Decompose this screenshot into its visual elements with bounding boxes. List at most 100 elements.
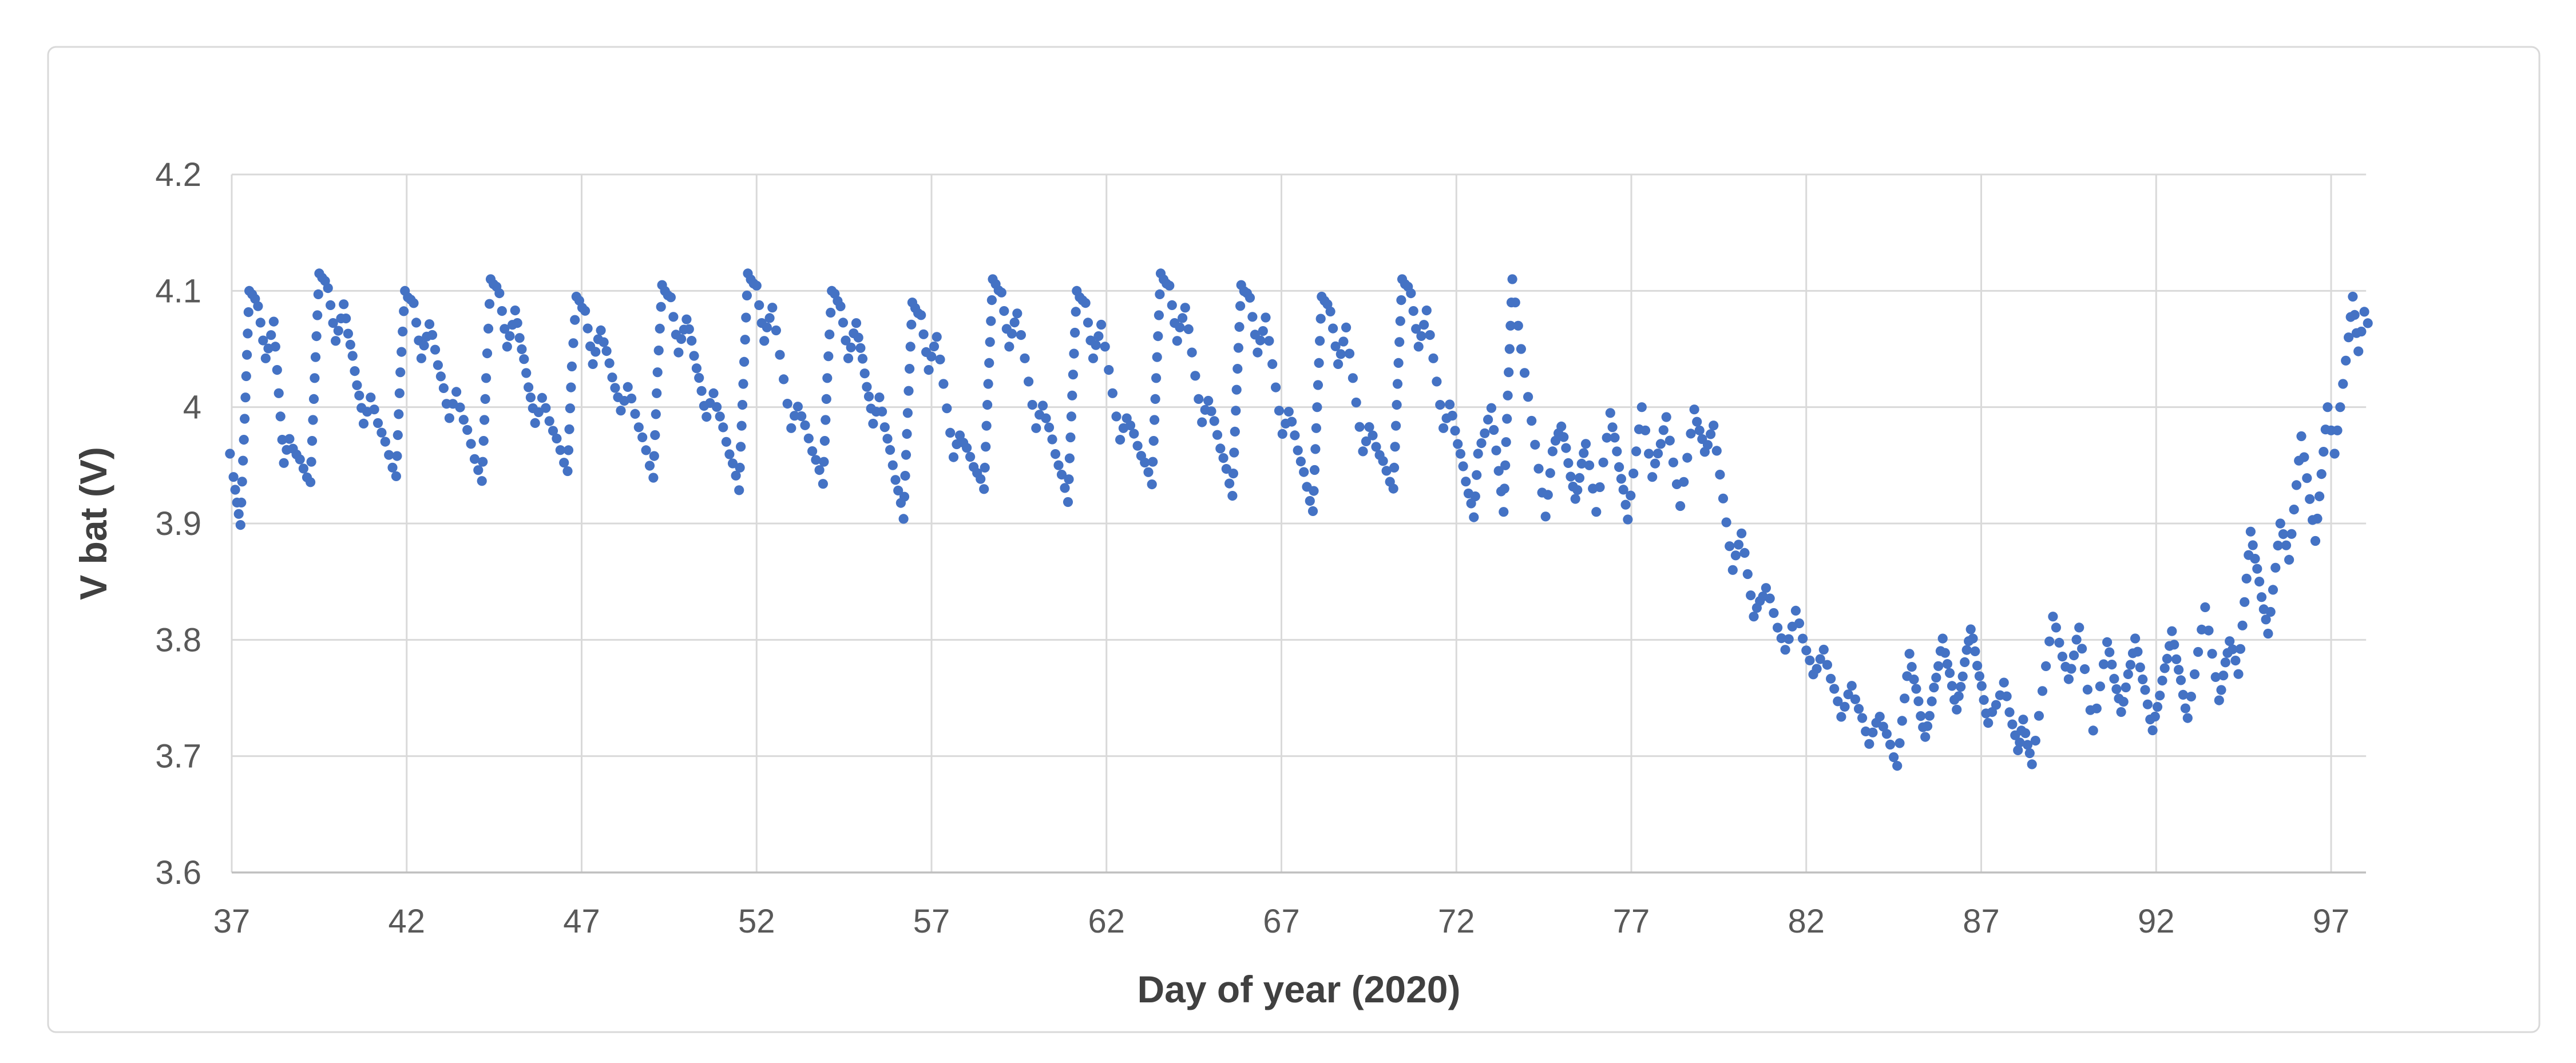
- data-point: [1368, 430, 1378, 441]
- data-point: [241, 371, 251, 382]
- data-point: [510, 306, 520, 316]
- data-point: [1305, 496, 1315, 506]
- data-point: [1952, 704, 1962, 715]
- data-point: [2130, 633, 2141, 644]
- data-point: [339, 299, 349, 310]
- data-point: [1983, 718, 1994, 728]
- data-point: [2037, 686, 2048, 696]
- data-point: [2034, 711, 2044, 721]
- data-point: [1295, 457, 1306, 467]
- data-point: [1315, 314, 1326, 324]
- data-point: [976, 474, 986, 484]
- data-point: [1371, 442, 1381, 452]
- data-point: [235, 520, 245, 530]
- y-axis-tick-label: 3.7: [155, 738, 201, 775]
- data-point: [1931, 672, 1941, 683]
- data-point: [1607, 422, 1618, 433]
- data-point: [326, 300, 336, 311]
- data-point: [1572, 485, 1583, 495]
- data-point: [570, 315, 580, 325]
- data-point: [737, 400, 748, 410]
- data-point: [1190, 371, 1200, 381]
- data-point: [2256, 592, 2267, 602]
- data-point: [2291, 480, 2302, 490]
- data-point: [323, 283, 333, 293]
- data-point: [466, 439, 476, 449]
- data-point: [759, 336, 770, 346]
- data-point: [814, 465, 825, 475]
- data-point: [2002, 691, 2012, 701]
- chart-border: [47, 46, 2541, 1033]
- data-point: [826, 307, 836, 318]
- data-point: [1874, 712, 1885, 722]
- data-point: [1224, 478, 1235, 489]
- data-point: [986, 316, 996, 326]
- data-point: [1283, 407, 1294, 417]
- data-point: [1907, 662, 1917, 672]
- data-point: [2142, 699, 2153, 709]
- data-point: [2018, 715, 2028, 725]
- data-point: [2077, 644, 2087, 654]
- data-point: [1486, 403, 1496, 413]
- data-point: [1801, 645, 1812, 656]
- data-point: [514, 333, 525, 343]
- data-point: [1330, 341, 1341, 351]
- data-point: [1389, 462, 1400, 473]
- data-point: [1183, 324, 1194, 335]
- data-point: [1916, 711, 1926, 721]
- data-point: [2270, 562, 2281, 573]
- data-point: [2125, 660, 2135, 670]
- data-point: [1234, 322, 1245, 332]
- x-axis-tick-label: 47: [563, 903, 600, 940]
- data-point: [2057, 652, 2067, 662]
- data-point: [225, 449, 235, 459]
- data-point: [240, 414, 250, 424]
- data-point: [1889, 752, 1899, 763]
- data-point: [1942, 659, 1952, 669]
- data-point: [2167, 626, 2177, 636]
- data-point: [1533, 463, 1544, 474]
- data-point: [1580, 439, 1591, 449]
- data-point: [2210, 672, 2221, 682]
- data-point: [887, 460, 898, 470]
- data-point: [1881, 729, 1892, 739]
- data-point: [433, 360, 443, 370]
- data-point: [616, 406, 626, 416]
- data-point: [1733, 540, 1744, 550]
- data-point: [1937, 633, 1948, 644]
- data-point: [984, 358, 994, 368]
- data-point: [1253, 347, 1263, 358]
- data-point: [279, 458, 289, 468]
- data-point: [1640, 425, 1651, 435]
- data-point: [764, 313, 775, 323]
- data-point: [2220, 657, 2230, 668]
- data-point: [782, 399, 792, 409]
- data-point: [2123, 669, 2133, 679]
- data-point: [1071, 307, 1081, 317]
- data-point: [1504, 367, 1514, 378]
- data-point: [2182, 713, 2193, 723]
- data-point: [399, 306, 409, 316]
- data-point: [1602, 433, 1612, 443]
- data-point: [1780, 645, 1790, 655]
- data-point: [1944, 668, 1955, 678]
- data-point: [874, 392, 885, 403]
- data-point: [1083, 318, 1093, 328]
- data-point: [1616, 474, 1626, 484]
- data-point: [800, 420, 810, 430]
- data-point: [1957, 671, 1968, 681]
- data-point: [2135, 662, 2145, 673]
- data-point: [1682, 453, 1693, 463]
- data-point: [1293, 445, 1303, 455]
- data-point: [1060, 483, 1070, 493]
- data-point: [1458, 461, 1468, 471]
- data-point: [1178, 313, 1188, 323]
- data-point: [2289, 505, 2299, 515]
- data-point: [1979, 695, 1989, 705]
- data-point: [1491, 445, 1501, 455]
- data-point: [1053, 460, 1064, 470]
- data-point: [1231, 406, 1241, 416]
- data-point: [1115, 435, 1125, 445]
- data-point: [986, 295, 997, 306]
- data-point: [312, 310, 323, 320]
